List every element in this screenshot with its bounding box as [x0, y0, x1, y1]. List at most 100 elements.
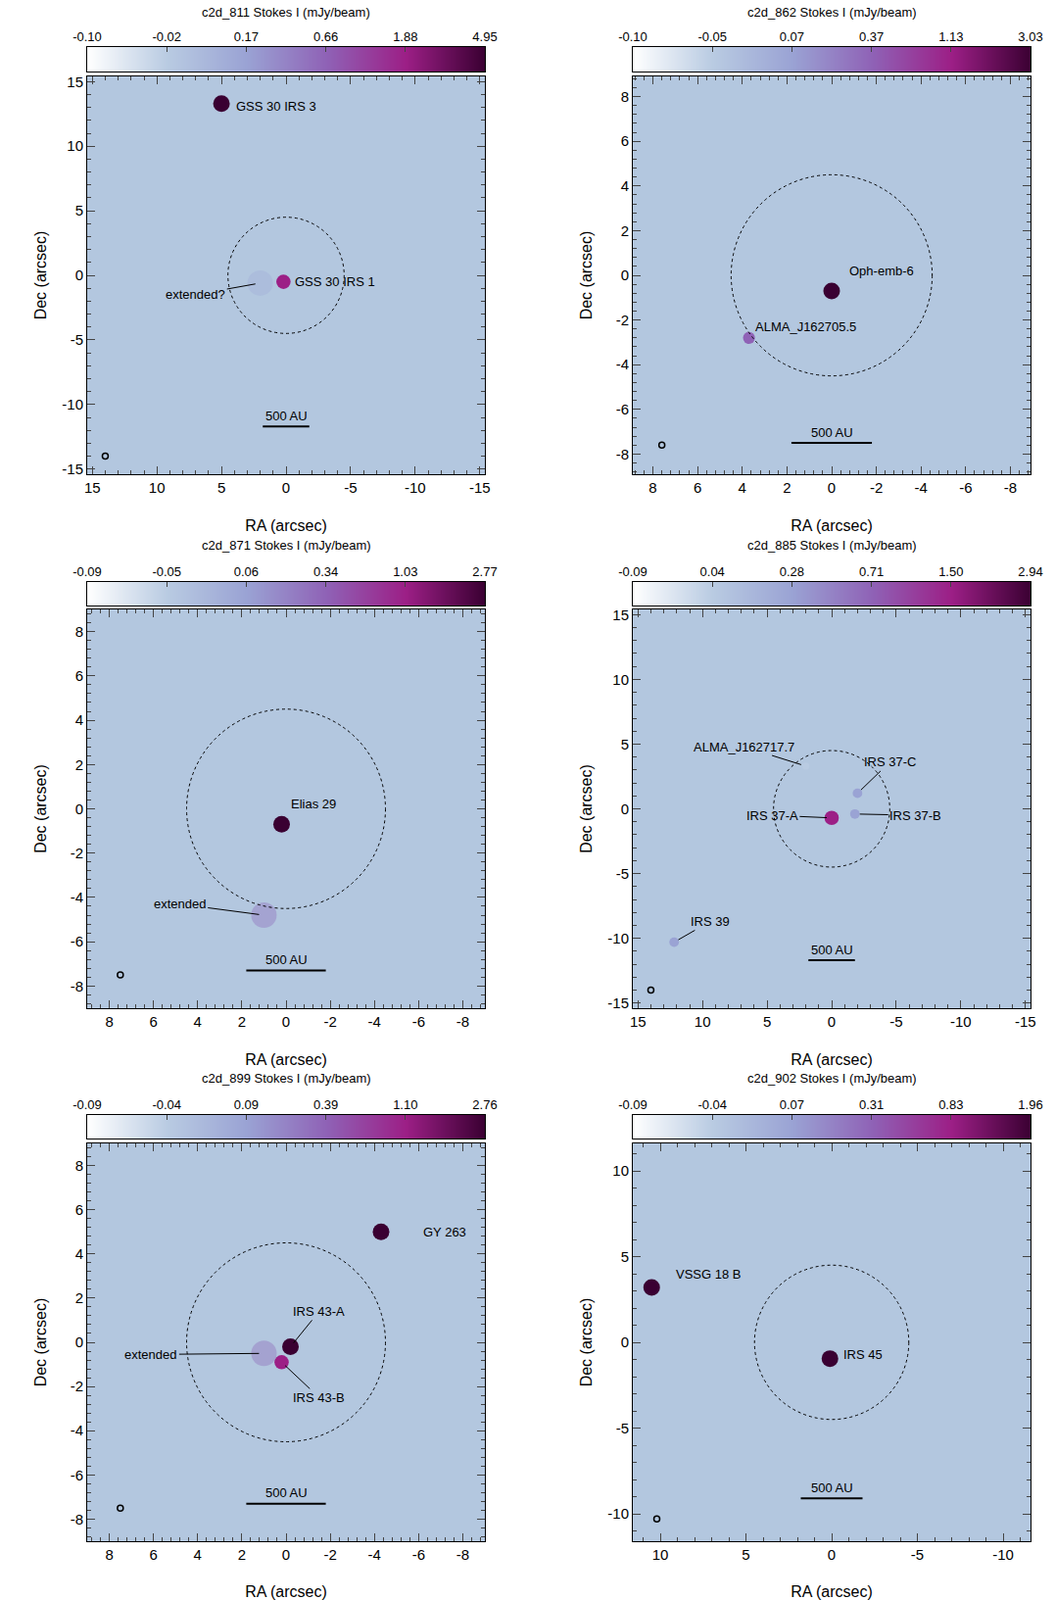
svg-text:-10: -10 — [992, 1545, 1014, 1563]
svg-text:RA (arcsec): RA (arcsec) — [244, 517, 328, 534]
svg-text:-2: -2 — [70, 1377, 84, 1394]
svg-text:10: 10 — [612, 671, 629, 688]
svg-text:VSSG 18 B: VSSG 18 B — [675, 1266, 741, 1282]
svg-text:RA (arcsec): RA (arcsec) — [244, 1582, 328, 1600]
svg-text:6: 6 — [148, 1545, 157, 1563]
svg-text:500 AU: 500 AU — [811, 1480, 854, 1495]
svg-text:4: 4 — [193, 1545, 202, 1563]
svg-text:2: 2 — [238, 1545, 246, 1563]
svg-text:-8: -8 — [1004, 479, 1017, 496]
svg-text:ALMA_J162705.5: ALMA_J162705.5 — [755, 319, 857, 335]
svg-text:0: 0 — [621, 800, 629, 817]
svg-text:c2d_902 Stokes I (mJy/beam): c2d_902 Stokes I (mJy/beam) — [747, 1070, 917, 1086]
svg-text:0.34: 0.34 — [313, 564, 338, 579]
svg-text:4.95: 4.95 — [472, 29, 497, 45]
svg-text:-4: -4 — [70, 1421, 84, 1439]
svg-text:0: 0 — [827, 1012, 836, 1030]
svg-text:8: 8 — [104, 1012, 113, 1030]
svg-text:0: 0 — [282, 1012, 290, 1030]
svg-text:0.28: 0.28 — [779, 564, 805, 579]
svg-text:Dec (arcsec): Dec (arcsec) — [32, 1297, 49, 1388]
svg-text:6: 6 — [148, 1012, 157, 1030]
svg-text:0.37: 0.37 — [859, 29, 884, 45]
svg-text:1.96: 1.96 — [1017, 1097, 1043, 1112]
svg-text:6: 6 — [75, 1200, 84, 1218]
svg-text:2: 2 — [238, 1012, 246, 1030]
svg-text:IRS 45: IRS 45 — [843, 1346, 883, 1362]
svg-text:Dec (arcsec): Dec (arcsec) — [32, 764, 49, 854]
svg-text:-0.05: -0.05 — [697, 29, 727, 45]
svg-text:-6: -6 — [70, 1466, 84, 1484]
svg-text:2.77: 2.77 — [472, 564, 497, 579]
svg-text:0: 0 — [75, 800, 84, 817]
svg-text:-10: -10 — [607, 1504, 629, 1522]
svg-text:IRS 39: IRS 39 — [690, 913, 730, 929]
svg-text:15: 15 — [629, 1012, 647, 1030]
svg-text:c2d_862 Stokes I (mJy/beam): c2d_862 Stokes I (mJy/beam) — [747, 4, 917, 20]
svg-text:-0.09: -0.09 — [72, 1097, 102, 1112]
svg-text:-6: -6 — [70, 932, 84, 950]
svg-text:-8: -8 — [70, 1510, 84, 1528]
svg-text:6: 6 — [75, 667, 84, 684]
svg-text:500 AU: 500 AU — [265, 952, 308, 967]
svg-text:0.83: 0.83 — [938, 1097, 963, 1112]
svg-text:5: 5 — [741, 1545, 750, 1563]
svg-text:4: 4 — [75, 1245, 84, 1262]
svg-text:IRS 37-B: IRS 37-B — [889, 808, 942, 823]
svg-text:0.04: 0.04 — [700, 564, 725, 579]
svg-text:extended: extended — [153, 896, 207, 912]
svg-text:15: 15 — [84, 479, 101, 496]
svg-text:5: 5 — [75, 201, 84, 219]
svg-text:6: 6 — [693, 479, 702, 496]
svg-text:-2: -2 — [323, 1012, 336, 1030]
svg-text:RA (arcsec): RA (arcsec) — [244, 1051, 328, 1068]
svg-text:extended?: extended? — [165, 287, 226, 302]
svg-text:GY 263: GY 263 — [423, 1224, 467, 1240]
svg-text:-10: -10 — [607, 929, 629, 947]
svg-text:IRS 37-A: IRS 37-A — [746, 808, 799, 823]
svg-text:-8: -8 — [456, 1012, 470, 1030]
svg-text:GSS 30 IRS 3: GSS 30 IRS 3 — [236, 98, 317, 114]
svg-text:2: 2 — [782, 479, 791, 496]
svg-text:-5: -5 — [616, 1419, 629, 1437]
svg-text:-2: -2 — [70, 844, 84, 862]
svg-text:RA (arcsec): RA (arcsec) — [790, 517, 873, 534]
svg-text:-4: -4 — [368, 1012, 382, 1030]
svg-text:-5: -5 — [616, 864, 629, 882]
svg-text:2: 2 — [75, 756, 84, 773]
svg-text:1.03: 1.03 — [392, 564, 418, 579]
svg-text:0.07: 0.07 — [779, 1097, 805, 1112]
svg-text:-10: -10 — [950, 1012, 972, 1030]
svg-text:5: 5 — [763, 1012, 771, 1030]
svg-text:500 AU: 500 AU — [265, 1485, 308, 1500]
svg-text:-8: -8 — [70, 977, 84, 995]
svg-text:0: 0 — [827, 479, 836, 496]
svg-text:-4: -4 — [616, 355, 629, 373]
svg-text:-10: -10 — [404, 479, 427, 496]
svg-text:2.76: 2.76 — [472, 1097, 497, 1112]
svg-text:-6: -6 — [959, 479, 972, 496]
svg-text:6: 6 — [621, 132, 629, 149]
svg-text:ALMA_J162717.7: ALMA_J162717.7 — [693, 739, 795, 755]
svg-text:3.03: 3.03 — [1017, 29, 1043, 45]
svg-text:0.31: 0.31 — [859, 1097, 884, 1112]
svg-text:15: 15 — [612, 606, 629, 624]
svg-text:-0.09: -0.09 — [618, 564, 648, 579]
svg-text:-0.05: -0.05 — [151, 564, 182, 579]
svg-text:8: 8 — [621, 88, 629, 105]
svg-text:IRS 43-A: IRS 43-A — [292, 1303, 345, 1319]
svg-text:2.94: 2.94 — [1017, 564, 1043, 579]
svg-text:10: 10 — [652, 1545, 670, 1563]
svg-text:1.50: 1.50 — [938, 564, 963, 579]
svg-text:1.88: 1.88 — [392, 29, 418, 45]
svg-text:8: 8 — [648, 479, 657, 496]
svg-text:0.07: 0.07 — [779, 29, 805, 45]
svg-text:5: 5 — [621, 1247, 629, 1265]
svg-text:c2d_899 Stokes I (mJy/beam): c2d_899 Stokes I (mJy/beam) — [201, 1070, 372, 1086]
svg-text:0: 0 — [621, 1333, 629, 1350]
svg-text:extended: extended — [124, 1346, 178, 1362]
svg-text:Elias 29: Elias 29 — [290, 796, 336, 812]
svg-text:2: 2 — [621, 222, 629, 240]
svg-text:0: 0 — [75, 266, 84, 284]
svg-text:IRS 37-C: IRS 37-C — [863, 754, 916, 769]
